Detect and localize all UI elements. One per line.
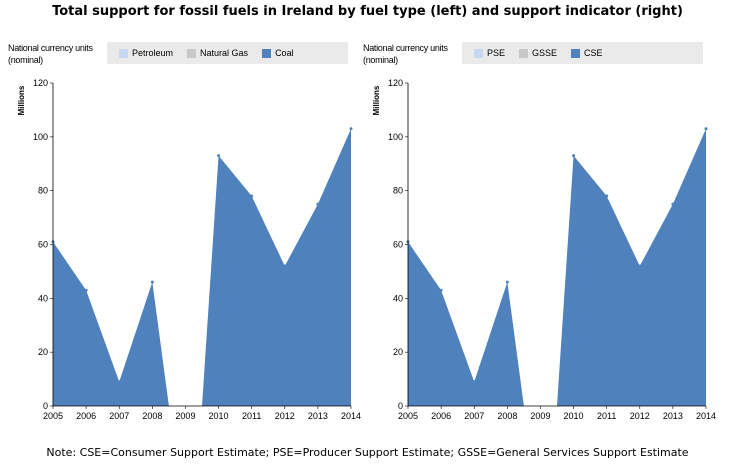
right-x-tick-label: 2008: [497, 411, 517, 421]
right-point-2007: [472, 380, 476, 384]
legend-label-coal: Coal: [275, 48, 294, 58]
left-point-2006: [84, 288, 88, 292]
left-point-2013: [316, 202, 320, 206]
left-y-tick-label: 0: [43, 401, 48, 411]
right-y-tick-label: 0: [398, 401, 403, 411]
legend-swatch-natural-gas: [187, 48, 197, 58]
legend-swatch-petroleum: [119, 48, 128, 58]
right-chart-panel: National currency units (nominal) PSE GS…: [355, 38, 721, 428]
legend-label-cse: CSE: [584, 48, 603, 58]
right-x-tick-label: 2005: [398, 411, 418, 421]
right-x-tick-label: 2006: [431, 411, 451, 421]
left-unit-label: National currency units (nominal): [8, 43, 93, 65]
left-y-tick-label: 120: [33, 78, 48, 88]
left-point-2007: [117, 380, 121, 384]
right-x-tick-label: 2010: [564, 411, 584, 421]
left-point-2008: [150, 280, 154, 284]
right-x-tick-label: 2007: [464, 411, 484, 421]
right-point-2014: [704, 127, 708, 131]
legend-item-cse: CSE: [571, 48, 603, 58]
legend-swatch-cse: [571, 48, 581, 58]
left-area-chart: Millions 0 20 40 60 80 100 120 2005 2006 2007 2008 2…: [17, 78, 361, 421]
left-point-2014: [349, 127, 353, 131]
right-x-tick-label: 2009: [530, 411, 550, 421]
right-x-tick-label: 2011: [597, 411, 616, 421]
right-point-2006: [439, 288, 443, 292]
legend-label-pse: PSE: [487, 48, 506, 58]
right-y-tick-label: 80: [393, 186, 403, 196]
legend-item-petroleum: Petroleum: [119, 48, 173, 58]
legend-item-pse: PSE: [474, 48, 505, 58]
left-y-tick-label: 80: [38, 186, 48, 196]
right-area-cse-2: [557, 128, 706, 406]
legend-label-petroleum: Petroleum: [132, 48, 174, 58]
legend-item-coal: Coal: [262, 48, 294, 58]
left-x-tick-label: 2011: [242, 411, 261, 421]
right-area-chart: Millions 0 20 40 60 80 100 120 2005 2006 2007 2008 2…: [372, 78, 716, 421]
right-y-tick-label: 120: [388, 78, 403, 88]
right-x-tick-label: 2013: [663, 411, 683, 421]
left-point-2011: [250, 194, 254, 198]
left-y-tick-label: 60: [38, 240, 48, 250]
legend-swatch-pse: [474, 48, 483, 58]
left-area-coal-1: [53, 241, 169, 406]
footnote: Note: CSE=Consumer Support Estimate; PSE…: [46, 446, 689, 459]
legend-swatch-coal: [262, 48, 272, 58]
left-point-2010: [217, 154, 221, 158]
right-point-2010: [572, 154, 576, 158]
left-point-2012: [283, 264, 287, 268]
left-area-coal-2: [202, 128, 351, 406]
left-x-tick-label: 2008: [142, 411, 162, 421]
left-y-tick-label: 100: [33, 132, 48, 142]
right-x-tick-label: 2014: [696, 411, 716, 421]
right-legend: PSE GSSE CSE: [462, 42, 703, 64]
left-x-tick-label: 2014: [341, 411, 361, 421]
left-x-tick-label: 2012: [275, 411, 295, 421]
right-y-tick-label: 40: [393, 293, 403, 303]
left-x-tick-label: 2009: [175, 411, 195, 421]
right-area-cse-1: [408, 241, 524, 406]
left-x-tick-label: 2013: [308, 411, 328, 421]
left-legend: Petroleum Natural Gas Coal: [107, 42, 348, 64]
right-unit-label: National currency units (nominal): [363, 43, 448, 65]
legend-swatch-gsse: [519, 48, 529, 58]
right-y-tick-label: 100: [388, 132, 403, 142]
right-point-2011: [605, 194, 609, 198]
right-point-2013: [671, 202, 675, 206]
left-y-axis-title: Millions: [17, 85, 26, 115]
right-point-2008: [505, 280, 509, 284]
right-y-tick-label: 60: [393, 240, 403, 250]
left-x-tick-label: 2006: [76, 411, 96, 421]
left-x-tick-label: 2007: [109, 411, 129, 421]
right-y-axis-title: Millions: [372, 85, 381, 115]
left-chart-panel: National currency units (nominal) Petrol…: [0, 38, 366, 428]
legend-label-natural-gas: Natural Gas: [200, 48, 249, 58]
right-point-2012: [638, 264, 642, 268]
right-x-tick-label: 2012: [630, 411, 650, 421]
right-y-tick-label: 20: [393, 347, 403, 357]
chart-title: Total support for fossil fuels in Irelan…: [52, 4, 683, 19]
legend-item-gsse: GSSE: [519, 48, 557, 58]
left-x-tick-label: 2005: [43, 411, 63, 421]
left-y-tick-label: 40: [38, 293, 48, 303]
legend-label-gsse: GSSE: [532, 48, 558, 58]
left-y-tick-label: 20: [38, 347, 48, 357]
legend-item-natural-gas: Natural Gas: [187, 48, 248, 58]
left-x-tick-label: 2010: [209, 411, 229, 421]
